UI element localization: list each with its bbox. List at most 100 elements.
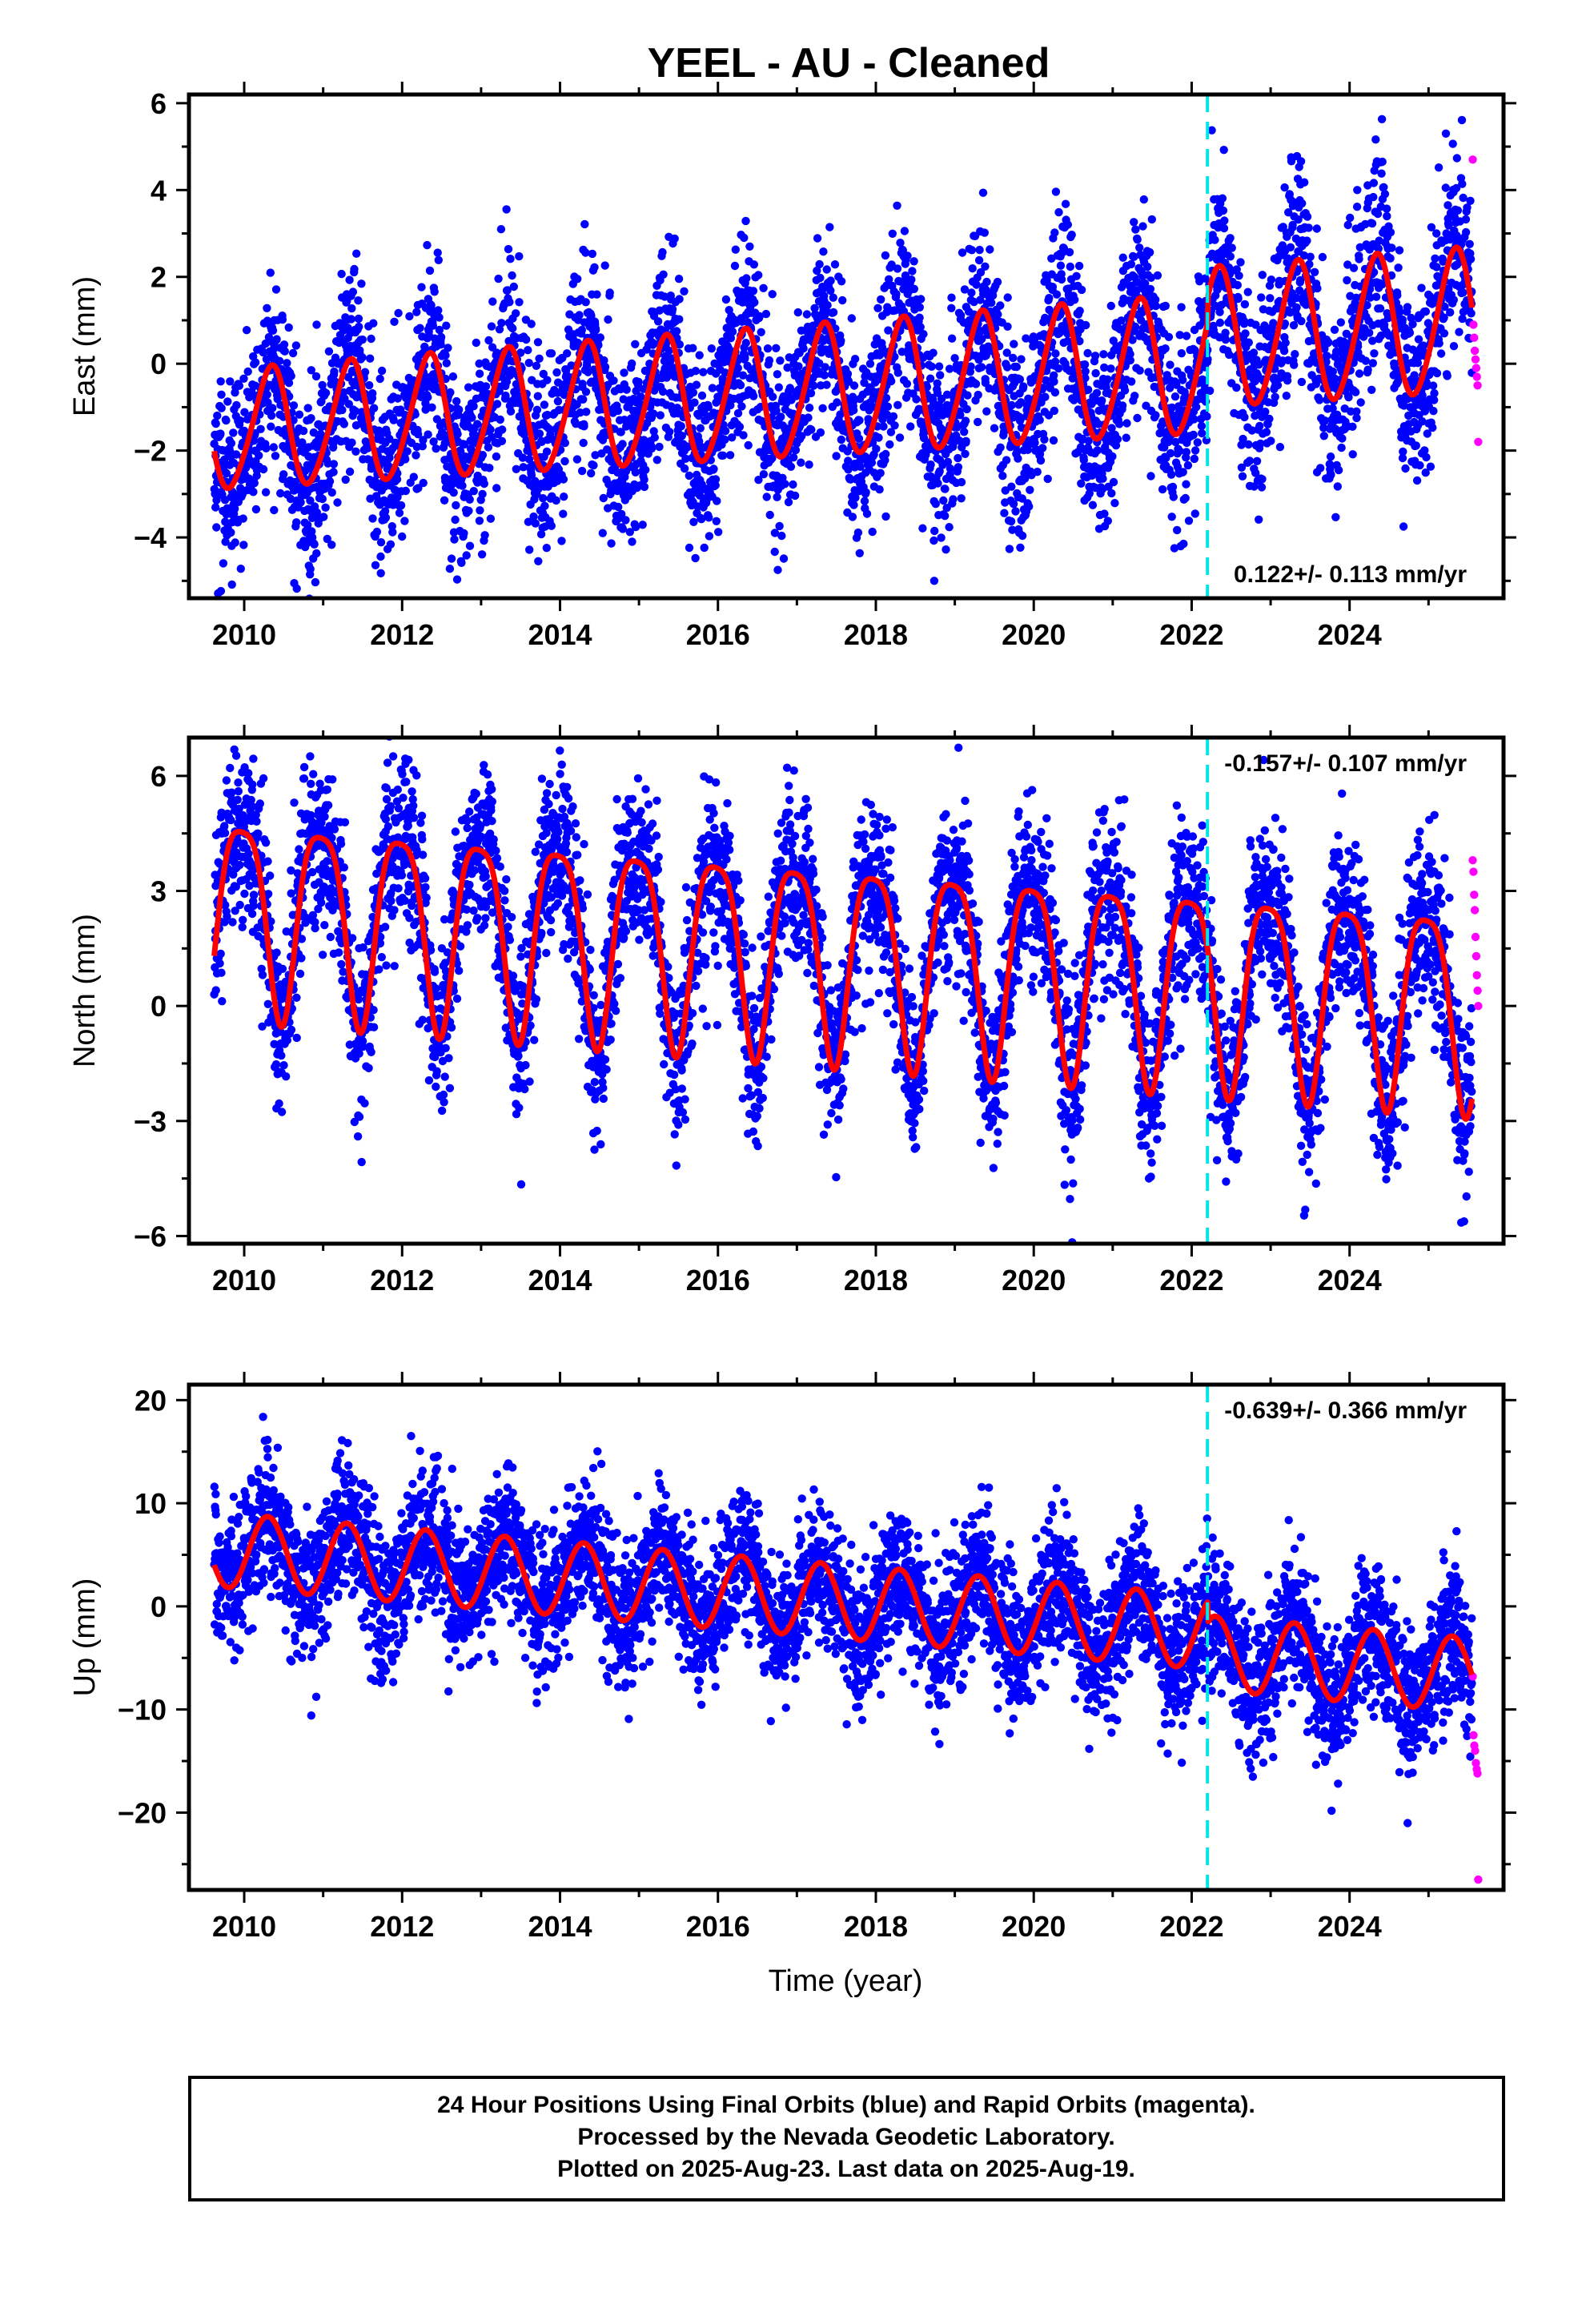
final-orbit-point <box>749 260 758 269</box>
final-orbit-point <box>618 440 627 448</box>
final-orbit-point <box>1006 517 1016 526</box>
final-orbit-point <box>1318 252 1327 262</box>
final-orbit-point <box>369 319 378 328</box>
final-orbit-point <box>656 411 665 420</box>
final-orbit-point <box>1351 388 1360 396</box>
final-orbit-point <box>473 420 482 428</box>
final-orbit-point <box>475 517 484 525</box>
final-orbit-point <box>329 468 338 476</box>
final-orbit-point <box>690 398 699 407</box>
final-orbit-point <box>1092 388 1102 397</box>
final-orbit-point <box>806 388 816 398</box>
final-orbit-point <box>236 565 245 573</box>
final-orbit-point <box>250 479 259 488</box>
final-orbit-point <box>497 319 506 328</box>
final-orbit-point <box>496 415 504 424</box>
final-orbit-point <box>961 449 970 458</box>
final-orbit-point <box>559 509 568 518</box>
final-orbit-point <box>496 225 506 234</box>
final-orbit-point <box>1106 364 1115 373</box>
final-orbit-point <box>339 388 348 397</box>
final-orbit-point <box>1133 413 1142 423</box>
final-orbit-point <box>492 484 501 493</box>
final-orbit-point <box>895 433 905 442</box>
east-panel: 2010 2012 2014 2016 2018 2020 2022 2024−4−20246… <box>68 82 1516 651</box>
final-orbit-point <box>628 359 636 368</box>
final-orbit-point <box>737 402 746 411</box>
final-orbit-point <box>288 348 298 358</box>
final-orbit-point <box>268 326 278 335</box>
final-orbit-point <box>718 451 728 460</box>
final-orbit-point <box>1145 248 1154 257</box>
final-orbit-point <box>348 287 358 296</box>
final-orbit-point <box>1197 421 1207 431</box>
final-orbit-point <box>1349 263 1359 272</box>
final-orbit-point <box>360 368 370 376</box>
final-orbit-point <box>1178 376 1187 384</box>
final-orbit-point <box>275 356 284 365</box>
final-orbit-point <box>433 248 442 257</box>
final-orbit-point <box>750 298 759 307</box>
final-orbit-point <box>769 392 777 401</box>
final-orbit-point <box>797 458 805 467</box>
final-orbit-point <box>458 481 467 490</box>
final-orbit-point <box>1382 204 1391 213</box>
final-orbit-point <box>692 380 701 389</box>
final-orbit-point <box>1269 319 1278 328</box>
final-orbit-point <box>781 480 789 489</box>
final-orbit-point <box>1355 369 1364 378</box>
final-orbit-point <box>217 404 226 412</box>
final-orbit-point <box>1191 509 1200 518</box>
final-orbit-point <box>1139 195 1149 204</box>
final-orbit-point <box>357 279 366 288</box>
final-orbit-point <box>417 283 426 292</box>
final-orbit-point <box>621 516 630 525</box>
final-orbit-point <box>968 264 977 273</box>
final-orbit-point <box>1352 413 1361 423</box>
final-orbit-point <box>444 344 452 352</box>
final-orbit-point <box>1328 367 1338 376</box>
final-orbit-point <box>892 290 901 299</box>
final-orbit-point <box>552 496 560 505</box>
final-orbit-point <box>216 429 225 438</box>
final-orbit-point <box>522 335 531 344</box>
final-orbit-point <box>1211 235 1219 244</box>
final-orbit-point <box>1428 381 1438 390</box>
final-orbit-point <box>445 565 455 573</box>
final-orbit-point <box>1049 436 1058 445</box>
final-orbit-point <box>954 453 962 463</box>
final-orbit-point <box>400 517 409 525</box>
final-orbit-point <box>1395 246 1404 255</box>
final-orbit-point <box>1126 356 1135 365</box>
final-orbit-point <box>465 495 474 504</box>
final-orbit-point <box>1343 275 1351 285</box>
final-orbit-point <box>325 476 335 486</box>
final-orbit-point <box>1226 252 1235 261</box>
final-orbit-point <box>347 304 356 313</box>
final-orbit-point <box>1166 470 1176 479</box>
final-orbit-point <box>307 527 316 536</box>
final-orbit-point <box>271 285 281 294</box>
final-orbit-point <box>452 501 460 510</box>
final-orbit-point <box>412 308 421 316</box>
final-orbit-point <box>625 528 634 537</box>
final-orbit-point <box>573 275 582 283</box>
final-orbit-point <box>1227 243 1236 252</box>
final-orbit-point <box>1266 294 1275 303</box>
final-orbit-point <box>1114 420 1124 428</box>
final-orbit-point <box>957 494 966 503</box>
final-orbit-point <box>247 388 256 396</box>
final-orbit-point <box>578 380 587 388</box>
final-orbit-point <box>946 464 955 473</box>
final-orbit-point <box>1040 435 1049 444</box>
final-orbit-point <box>1369 179 1379 187</box>
final-orbit-point <box>1333 482 1343 491</box>
final-orbit-point <box>707 344 716 353</box>
final-orbit-point <box>833 398 841 407</box>
final-orbit-point <box>239 514 247 523</box>
final-orbit-point <box>647 444 656 453</box>
final-orbit-point <box>1243 287 1252 296</box>
final-orbit-point <box>563 349 572 358</box>
final-orbit-point <box>855 416 864 425</box>
final-orbit-point <box>1371 292 1381 301</box>
